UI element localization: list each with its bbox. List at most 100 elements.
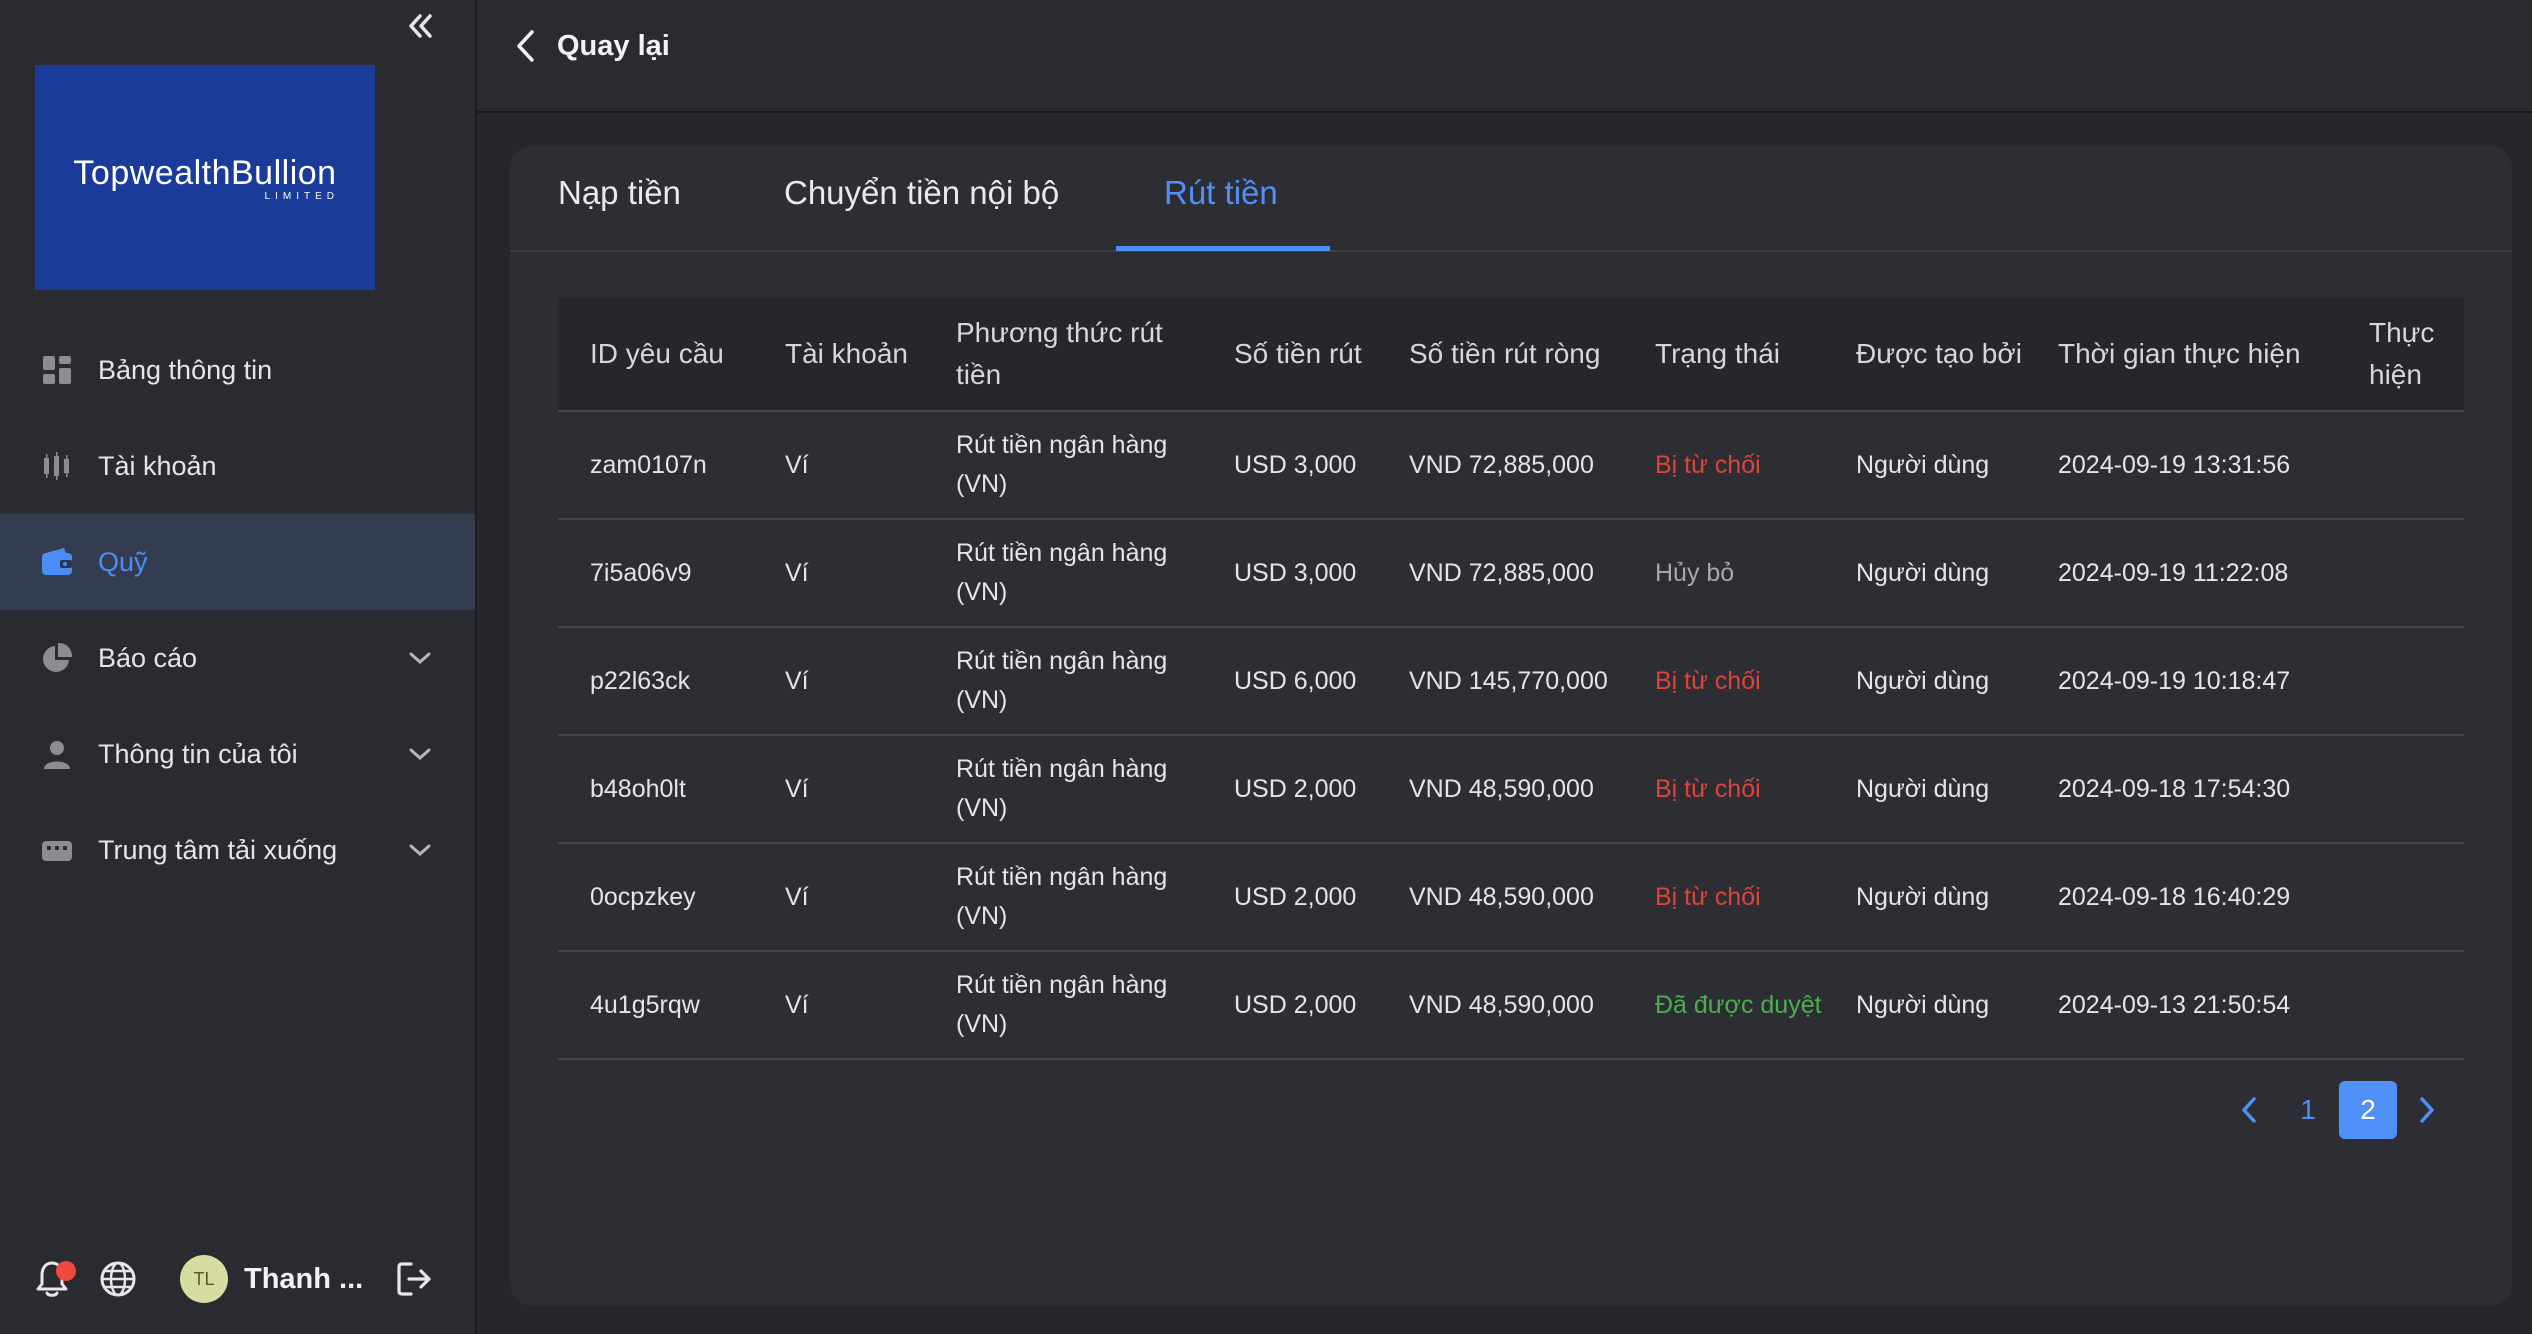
- column-header-created-by[interactable]: Được tạo bởi: [1856, 338, 2022, 369]
- tab-internal-transfer[interactable]: Chuyển tiền nội bộ: [784, 174, 1060, 211]
- cell-net-amount: VND 48,590,000: [1409, 882, 1594, 911]
- cell-net-amount: VND 48,590,000: [1409, 774, 1594, 803]
- table-row: 4u1g5rqw Ví Rút tiền ngân hàng (VN) USD …: [558, 952, 2464, 1060]
- cell-time: 2024-09-18 17:54:30: [2058, 774, 2291, 803]
- column-header-status[interactable]: Trạng thái: [1655, 338, 1781, 369]
- brand-logo: TopwealthBullion LIMITED: [35, 65, 375, 290]
- cell-time: 2024-09-19 10:18:47: [2058, 666, 2291, 695]
- column-header-action[interactable]: Thực hiện: [2369, 317, 2435, 390]
- cell-net-amount: VND 48,590,000: [1409, 990, 1594, 1019]
- logout-icon: [397, 1262, 431, 1296]
- cell-created-by: Người dùng: [1856, 666, 1990, 695]
- column-header-amount[interactable]: Số tiền rút: [1234, 338, 1362, 369]
- tab-withdraw[interactable]: Rút tiền: [1164, 174, 1278, 211]
- notifications-button[interactable]: [32, 1257, 76, 1301]
- cell-method: Rút tiền ngân hàng (VN): [956, 647, 1168, 714]
- table-row: p22l63ck Ví Rút tiền ngân hàng (VN) USD …: [558, 628, 2464, 736]
- sidebar-item-accounts[interactable]: Tài khoản: [0, 418, 475, 514]
- cell-method: Rút tiền ngân hàng (VN): [956, 755, 1168, 822]
- cell-amount: USD 2,000: [1234, 774, 1357, 803]
- chevron-left-icon: [517, 30, 534, 62]
- active-tab-indicator: [1116, 246, 1330, 251]
- cell-account: Ví: [785, 666, 809, 695]
- double-chevron-left-icon: [409, 14, 432, 38]
- cell-created-by: Người dùng: [1856, 990, 1990, 1019]
- pie-chart-icon: [40, 641, 74, 675]
- withdrawal-card: Nạp tiền Chuyển tiền nội bộ Rút tiền ID …: [510, 146, 2512, 1306]
- sidebar-item-my-info[interactable]: Thông tin của tôi: [0, 706, 475, 802]
- sidebar-item-label: Báo cáo: [98, 642, 198, 673]
- prev-page-button[interactable]: [2220, 1081, 2278, 1139]
- logout-button[interactable]: [392, 1257, 436, 1301]
- sidebar-item-label: Tài khoản: [98, 450, 217, 481]
- chevron-right-icon: [2420, 1097, 2434, 1123]
- withdrawal-table: ID yêu cầu Tài khoản Phương thức rút tiề…: [558, 298, 2464, 1060]
- cell-amount: USD 6,000: [1234, 666, 1357, 695]
- collapse-sidebar-button[interactable]: [400, 4, 440, 48]
- cell-id: b48oh0lt: [590, 774, 686, 803]
- top-bar: Quay lại: [477, 0, 2532, 113]
- chevron-down-icon: [405, 643, 435, 673]
- sidebar: TopwealthBullion LIMITED Bảng thông tin: [0, 0, 477, 1334]
- chevron-left-icon: [2242, 1097, 2256, 1123]
- sidebar-item-label: Trung tâm tải xuống: [98, 834, 338, 865]
- notification-dot: [56, 1261, 76, 1281]
- sidebar-item-label: Thông tin của tôi: [98, 738, 298, 769]
- page-button-2[interactable]: 2: [2339, 1081, 2397, 1139]
- sidebar-item-funds[interactable]: Quỹ: [0, 514, 475, 610]
- status-label: Bị từ chối: [1655, 666, 1761, 695]
- status-label: Bị từ chối: [1655, 450, 1761, 479]
- chevron-down-icon: [405, 835, 435, 865]
- tab-deposit[interactable]: Nạp tiền: [558, 174, 681, 211]
- cell-id: 7i5a06v9: [590, 558, 692, 587]
- cell-created-by: Người dùng: [1856, 558, 1990, 587]
- sidebar-item-download-center[interactable]: Trung tâm tải xuống: [0, 802, 475, 898]
- cell-amount: USD 2,000: [1234, 882, 1357, 911]
- status-label: Đã được duyệt: [1655, 990, 1822, 1019]
- next-page-button[interactable]: [2398, 1081, 2456, 1139]
- table-row: 0ocpzkey Ví Rút tiền ngân hàng (VN) USD …: [558, 844, 2464, 952]
- status-label: Bị từ chối: [1655, 882, 1761, 911]
- column-header-net-amount[interactable]: Số tiền rút ròng: [1409, 338, 1601, 369]
- cell-time: 2024-09-19 11:22:08: [2058, 558, 2289, 587]
- page-button-1[interactable]: 1: [2300, 1094, 2316, 1125]
- cell-id: 0ocpzkey: [590, 882, 696, 911]
- column-header-method[interactable]: Phương thức rút tiền: [956, 317, 1163, 390]
- cell-amount: USD 2,000: [1234, 990, 1357, 1019]
- sidebar-item-label: Quỹ: [98, 546, 148, 577]
- cell-id: p22l63ck: [590, 666, 691, 695]
- user-icon: [40, 737, 74, 771]
- sidebar-item-label: Bảng thông tin: [98, 354, 273, 385]
- user-name[interactable]: Thanh ...: [244, 1262, 364, 1295]
- download-center-icon: [40, 833, 74, 867]
- language-button[interactable]: [96, 1257, 140, 1301]
- cell-account: Ví: [785, 450, 809, 479]
- candlestick-icon: [40, 449, 74, 483]
- dashboard-icon: [40, 353, 74, 387]
- cell-method: Rút tiền ngân hàng (VN): [956, 971, 1168, 1038]
- cell-method: Rút tiền ngân hàng (VN): [956, 539, 1168, 606]
- back-label: Quay lại: [557, 29, 670, 62]
- cell-time: 2024-09-13 21:50:54: [2058, 990, 2291, 1019]
- logo-text: TopwealthBullion: [73, 153, 337, 192]
- table-row: b48oh0lt Ví Rút tiền ngân hàng (VN) USD …: [558, 736, 2464, 844]
- pagination: 1 2: [2220, 1081, 2456, 1139]
- cell-method: Rút tiền ngân hàng (VN): [956, 863, 1168, 930]
- cell-amount: USD 3,000: [1234, 558, 1357, 587]
- column-header-id[interactable]: ID yêu cầu: [590, 338, 724, 369]
- table-row: zam0107n Ví Rút tiền ngân hàng (VN) USD …: [558, 412, 2464, 520]
- logo-subtext: LIMITED: [264, 190, 339, 202]
- cell-id: zam0107n: [590, 450, 707, 479]
- wallet-icon: [40, 545, 74, 579]
- back-button[interactable]: Quay lại: [513, 26, 670, 66]
- sidebar-item-reports[interactable]: Báo cáo: [0, 610, 475, 706]
- cell-id: 4u1g5rqw: [590, 990, 700, 1019]
- cell-time: 2024-09-19 13:31:56: [2058, 450, 2291, 479]
- avatar[interactable]: TL: [180, 1255, 228, 1303]
- column-header-time[interactable]: Thời gian thực hiện: [2058, 338, 2301, 369]
- status-label: Hủy bỏ: [1655, 558, 1735, 587]
- cell-net-amount: VND 72,885,000: [1409, 450, 1594, 479]
- sidebar-item-dashboard[interactable]: Bảng thông tin: [0, 322, 475, 418]
- cell-amount: USD 3,000: [1234, 450, 1357, 479]
- column-header-account[interactable]: Tài khoản: [785, 338, 908, 369]
